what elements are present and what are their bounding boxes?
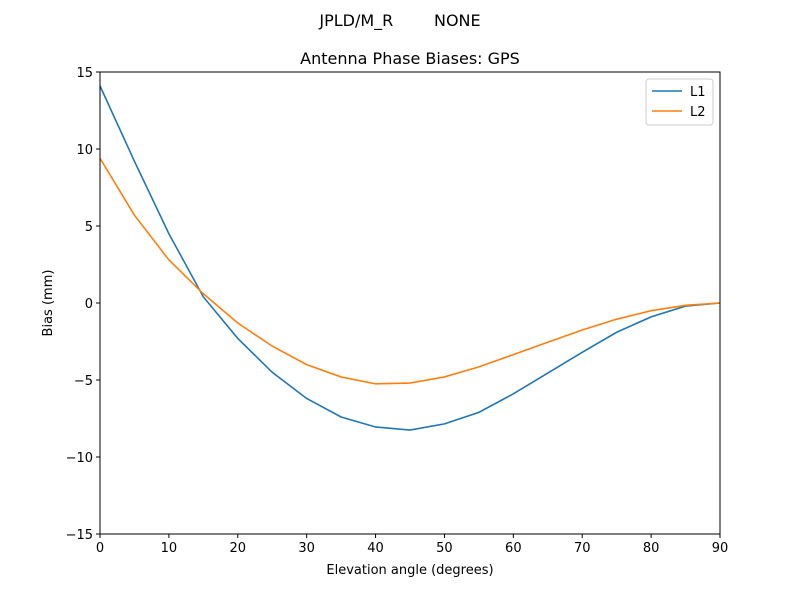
x-tick-label: 60 xyxy=(505,541,522,556)
x-tick-label: 50 xyxy=(436,541,453,556)
y-tick-label: −10 xyxy=(66,451,93,466)
y-tick-label: 15 xyxy=(76,66,93,81)
x-tick-label: 80 xyxy=(643,541,660,556)
series-line-l1 xyxy=(99,85,721,431)
y-tick-label: 10 xyxy=(76,143,93,158)
x-tick-label: 20 xyxy=(230,541,247,556)
x-axis-label: Elevation angle (degrees) xyxy=(326,563,493,578)
x-tick-label: 10 xyxy=(161,541,178,556)
x-tick-label: 40 xyxy=(367,541,384,556)
x-tick-label: 30 xyxy=(298,541,315,556)
series-line-l2 xyxy=(99,157,721,385)
chart-title: Antenna Phase Biases: GPS xyxy=(300,49,520,68)
y-tick-label: 5 xyxy=(85,220,93,235)
legend-label: L2 xyxy=(690,105,706,120)
legend-label: L1 xyxy=(690,85,706,100)
x-tick-label: 0 xyxy=(96,541,104,556)
y-axis-label: Bias (mm) xyxy=(41,270,56,337)
y-tick-label: −15 xyxy=(66,528,93,543)
x-tick-label: 70 xyxy=(574,541,591,556)
x-tick-label: 90 xyxy=(712,541,729,556)
chart-suptitle: JPLD/M_R NONE xyxy=(318,11,480,31)
plot-frame xyxy=(99,71,721,535)
y-tick-label: −5 xyxy=(74,374,93,389)
y-tick-label: 0 xyxy=(85,297,93,312)
